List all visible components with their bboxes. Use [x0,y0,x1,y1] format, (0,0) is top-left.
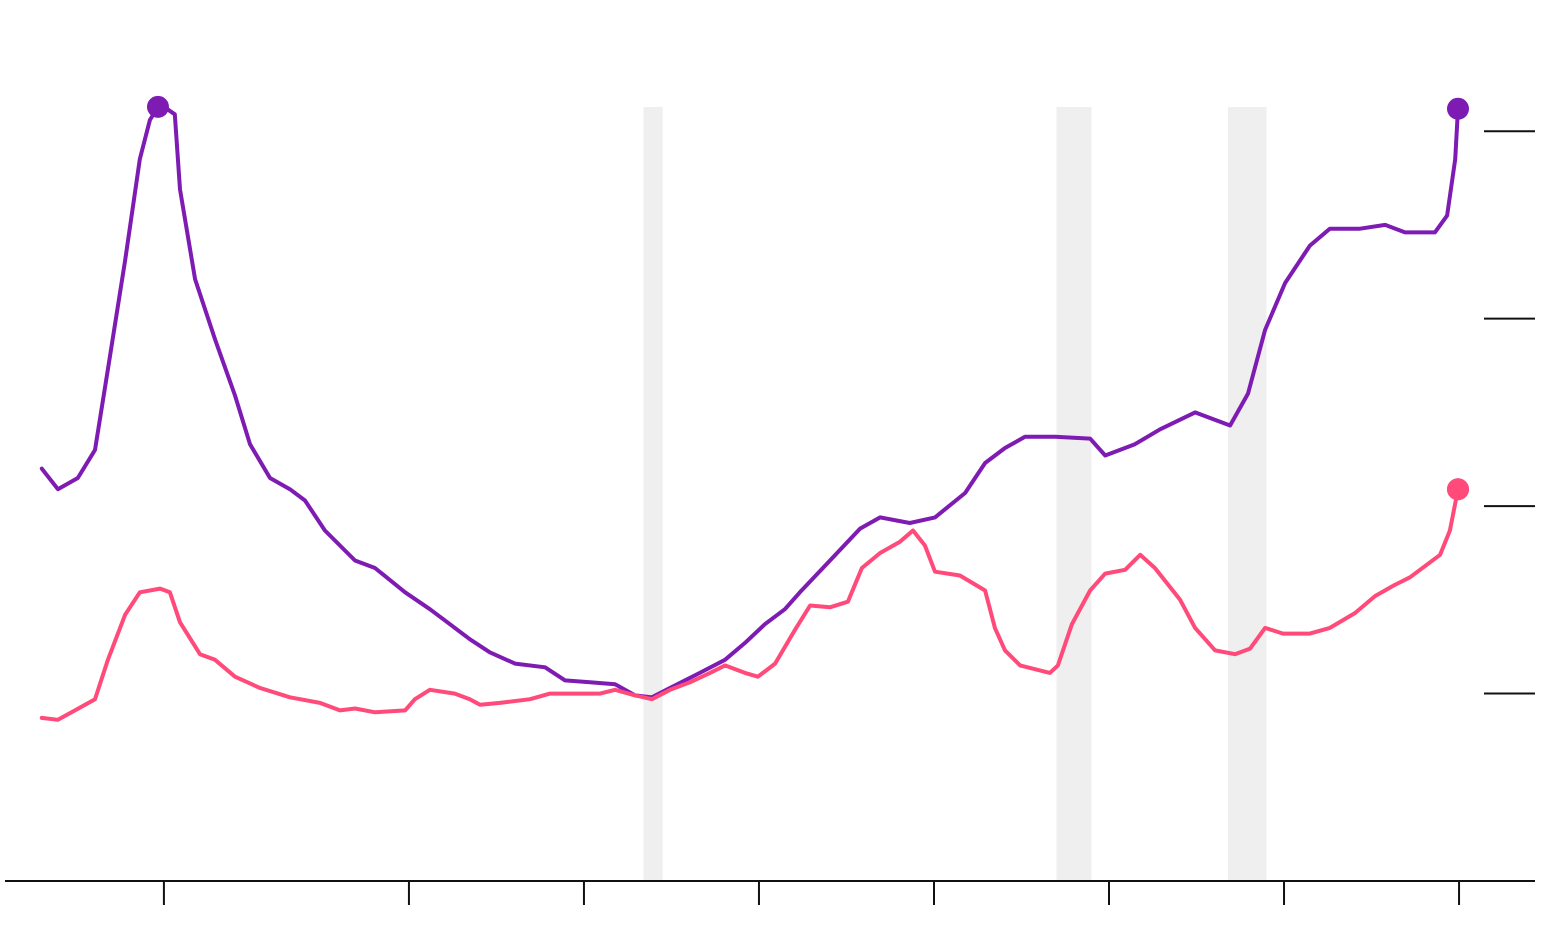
point-marker [146,95,169,118]
point-marker [1446,478,1469,501]
line [39,487,1460,722]
point-marker [1446,97,1469,120]
shaded-band [1056,107,1092,881]
line [39,104,1460,700]
shaded-band [1228,107,1267,881]
shaded-band [643,107,663,881]
